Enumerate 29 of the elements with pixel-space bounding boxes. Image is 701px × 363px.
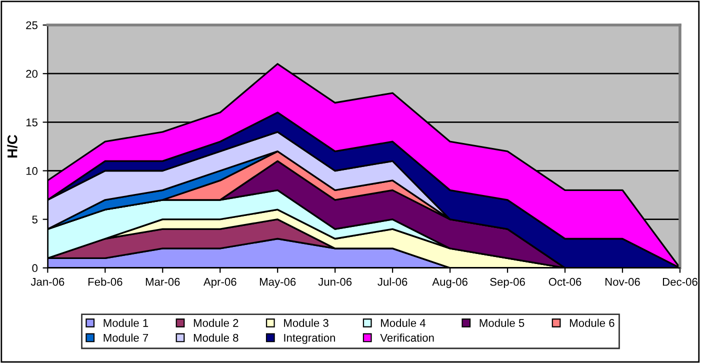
x-tick-label: May-06 [260, 278, 296, 288]
x-tick-label: Jun-06 [318, 278, 352, 286]
x-tick-label: Sep-06 [490, 278, 525, 288]
x-tick-label: Aug-06 [432, 278, 468, 288]
legend-label: Module 4 [381, 318, 426, 327]
legend-label: Module 3 [284, 318, 328, 327]
x-tick-label: Jul-06 [378, 278, 408, 286]
legend-label: Module 6 [570, 318, 614, 327]
legend-label: Integration [284, 334, 335, 344]
legend-label: Module 8 [194, 334, 238, 342]
x-tick-label: Dec-06 [662, 278, 698, 286]
x-tick-label: Oct-06 [548, 278, 582, 286]
y-tick-label: 20 [26, 70, 38, 78]
x-tick-label: Apr-06 [203, 278, 236, 288]
y-tick-label: 10 [26, 167, 38, 175]
legend-label: Module 2 [194, 318, 238, 327]
y-axis-title: H/C [7, 134, 18, 158]
x-tick-label: Nov-06 [605, 278, 640, 286]
legend-label: Module 5 [480, 318, 524, 327]
legend-label: Module 7 [104, 334, 148, 342]
y-tick-label: 0 [32, 264, 38, 272]
x-tick-label: Feb-06 [88, 278, 122, 286]
legend-label: Module 1 [104, 318, 148, 327]
x-tick-label: Mar-06 [146, 278, 180, 286]
legend-label: Verification [380, 334, 434, 342]
y-tick-label: 25 [26, 21, 38, 30]
y-tick-label: 5 [32, 216, 38, 224]
y-tick-label: 15 [26, 118, 38, 126]
x-tick-label: Jan-06 [30, 278, 64, 286]
